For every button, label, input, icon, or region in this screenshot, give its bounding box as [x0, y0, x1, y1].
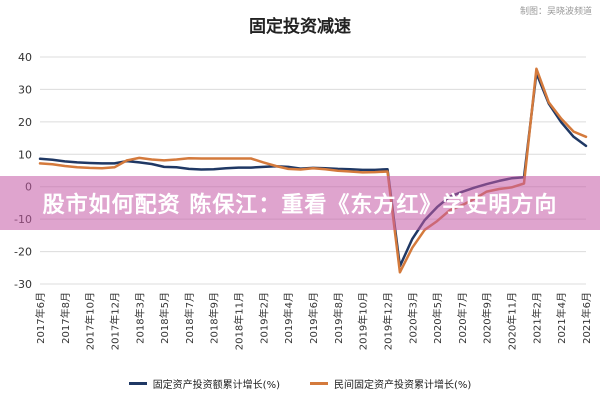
x-tick-label: 2018年7月	[183, 292, 196, 344]
banner-text: 股市如何配资 陈保江：重看《东方红》学史明方向	[42, 193, 558, 218]
x-tick-label: 2020年11月	[506, 292, 519, 350]
overlay-banner: 股市如何配资 陈保江：重看《东方红》学史明方向	[0, 176, 600, 230]
x-tick-label: 2020年7月	[456, 292, 469, 344]
x-tick-label: 2021年4月	[555, 292, 568, 344]
x-tick-label: 2021年6月	[580, 292, 593, 344]
chart-title: 固定投资减速	[249, 17, 351, 37]
x-tick-label: 2017年6月	[34, 292, 47, 344]
x-tick-label: 2020年5月	[431, 292, 444, 344]
x-tick-label: 2018年3月	[133, 292, 146, 344]
legend-item-private: 民间固定资产投资累计增长(%)	[310, 376, 471, 391]
x-tick-label: 2019年6月	[307, 292, 320, 344]
x-tick-label: 2019年12月	[381, 292, 394, 350]
legend-item-fixed: 固定资产投资额累计增长(%)	[128, 376, 280, 391]
x-tick-label: 2018年9月	[208, 292, 221, 344]
y-tick-label: 10	[18, 148, 32, 161]
x-tick-label: 2018年11月	[233, 292, 246, 350]
x-tick-label: 2017年10月	[84, 292, 97, 350]
x-tick-label: 2018年5月	[158, 292, 171, 344]
y-tick-label: 20	[18, 116, 32, 129]
x-tick-label: 2021年2月	[530, 292, 543, 344]
x-tick-label: 2019年4月	[282, 292, 295, 344]
y-tick-label: -30	[14, 278, 32, 291]
legend-label-fixed: 固定资产投资额累计增长(%)	[152, 380, 280, 391]
legend-swatch-fixed	[128, 382, 147, 385]
x-tick-label: 2019年2月	[257, 292, 270, 344]
x-tick-label: 2019年10月	[357, 292, 370, 350]
x-tick-label: 2020年3月	[406, 292, 419, 344]
legend-label-private: 民间固定资产投资累计增长(%)	[334, 380, 472, 391]
x-tick-label: 2017年12月	[108, 292, 121, 350]
legend-swatch-private	[310, 382, 328, 385]
watermark: 制图：吴晓波频道	[519, 6, 592, 16]
y-tick-label: 40	[18, 51, 32, 64]
series-line-fixed-investment	[38, 71, 588, 268]
y-tick-label: -20	[14, 246, 32, 259]
legend: 固定资产投资额累计增长(%) 民间固定资产投资累计增长(%)	[0, 376, 600, 391]
x-tick-label: 2020年9月	[481, 292, 494, 344]
x-tick-label: 2017年8月	[59, 292, 72, 344]
series-line-private-investment	[38, 67, 588, 274]
y-tick-label: 30	[18, 83, 32, 96]
x-tick-label: 2019年8月	[332, 292, 345, 344]
